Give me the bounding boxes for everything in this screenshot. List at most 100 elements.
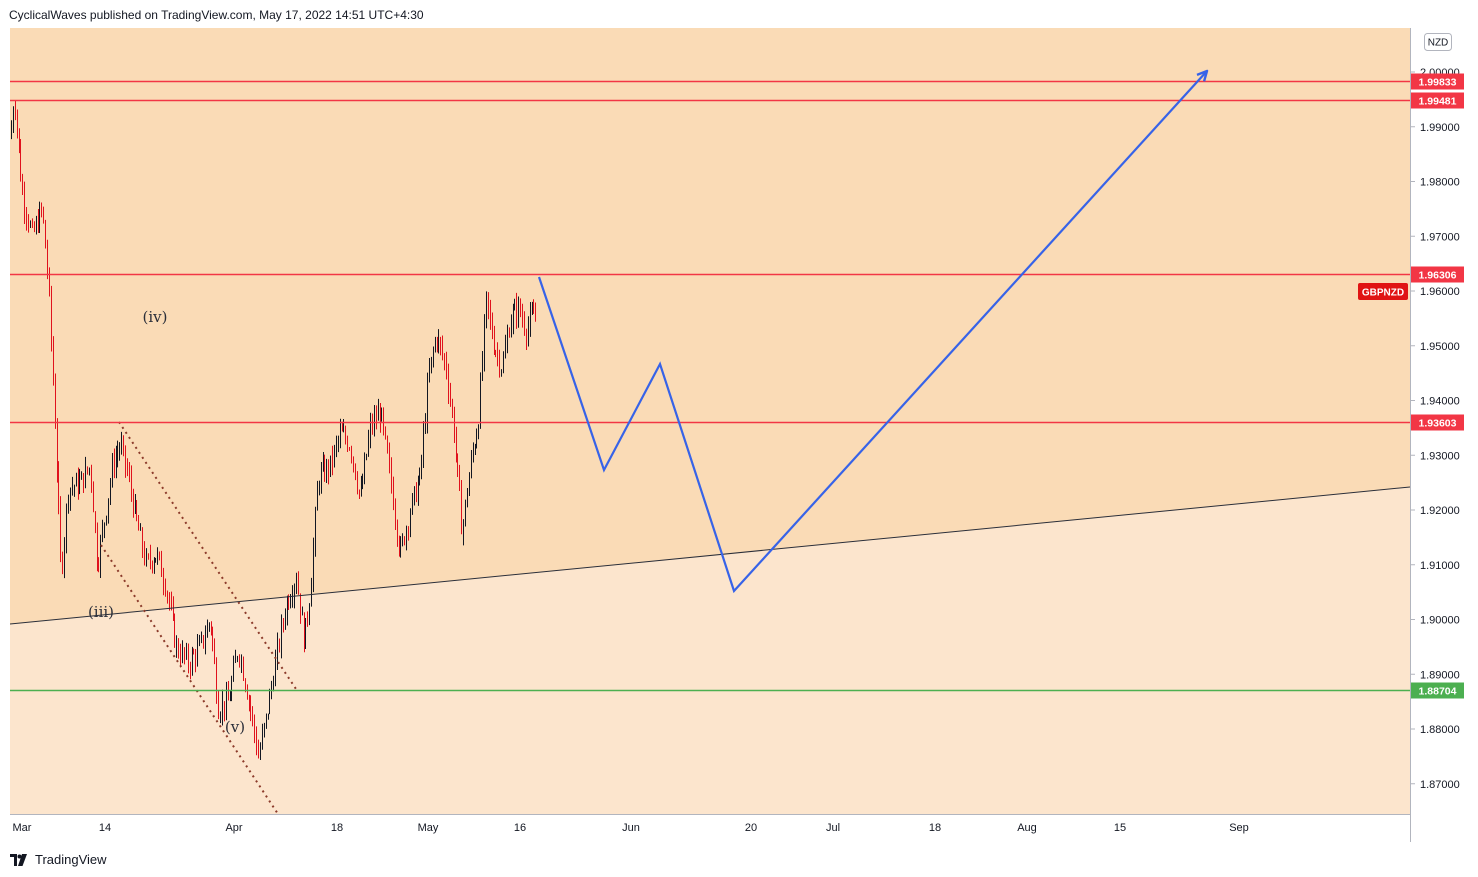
candle	[518, 296, 519, 328]
candle	[311, 577, 312, 607]
candle	[222, 689, 223, 726]
candle	[315, 506, 316, 557]
tradingview-brand[interactable]: TradingView	[10, 852, 107, 867]
candle	[264, 722, 265, 738]
trendline[interactable]	[10, 486, 1410, 625]
price-level-tag	[1411, 92, 1464, 109]
candle	[275, 649, 276, 687]
candle	[233, 655, 234, 682]
price-tick-label: 1.94000	[1420, 396, 1460, 408]
candle	[402, 533, 403, 547]
candle	[397, 519, 398, 547]
candle	[321, 462, 322, 494]
candle	[140, 523, 141, 531]
time-tick-label: Mar	[13, 822, 32, 834]
candle	[197, 634, 198, 667]
candle	[22, 173, 23, 196]
candle	[125, 445, 126, 478]
candle	[260, 742, 261, 760]
candle	[98, 557, 99, 573]
candle	[516, 292, 517, 329]
currency-label-box[interactable]: NZD	[1424, 33, 1452, 51]
candle	[423, 421, 424, 469]
price-level-label: 1.93603	[1419, 418, 1457, 430]
candle	[78, 467, 79, 500]
candle	[400, 536, 401, 558]
candle	[28, 214, 29, 233]
candle	[110, 478, 111, 506]
candle	[511, 314, 512, 338]
candle	[492, 312, 493, 340]
candle	[108, 498, 109, 524]
candle	[319, 480, 320, 496]
candle	[416, 482, 417, 503]
candle	[406, 525, 407, 551]
candle	[530, 301, 531, 337]
candle	[214, 638, 215, 665]
candle	[532, 301, 533, 315]
candle	[41, 202, 42, 218]
candle	[533, 299, 534, 314]
candle	[446, 351, 447, 380]
candle	[486, 291, 487, 329]
candle	[76, 472, 77, 487]
projection-path[interactable]	[537, 71, 1207, 594]
candle	[161, 550, 162, 577]
candle	[404, 536, 405, 546]
candle	[501, 369, 502, 377]
candle	[165, 578, 166, 597]
candle	[60, 496, 61, 563]
candle	[438, 329, 439, 354]
candle	[70, 487, 71, 511]
price-level-tag	[1411, 414, 1464, 431]
wave-labels-layer: (iv) (iii) (v)	[88, 308, 245, 736]
candle	[203, 635, 204, 649]
candle	[230, 690, 231, 702]
candle	[347, 435, 348, 453]
candle	[247, 684, 248, 700]
candle	[55, 373, 56, 429]
candle	[361, 475, 362, 497]
candle	[269, 688, 270, 715]
footer-bar: TradingView	[0, 842, 1478, 877]
candle	[380, 403, 381, 433]
candle	[355, 463, 356, 481]
candle	[24, 181, 25, 225]
candle	[520, 298, 521, 318]
candle	[154, 557, 155, 574]
price-tick-label: 1.96000	[1420, 286, 1460, 298]
candle	[74, 484, 75, 497]
candle	[256, 726, 257, 756]
candle	[34, 221, 35, 233]
candle	[326, 458, 327, 484]
candle	[305, 617, 306, 649]
price-level-label: 1.99833	[1419, 77, 1457, 89]
candle	[368, 429, 369, 457]
candle	[324, 454, 325, 482]
symbol-tag: GBPNZD	[1358, 283, 1408, 300]
candle	[171, 591, 172, 611]
candle	[146, 548, 147, 567]
candle	[182, 640, 183, 664]
candle	[475, 443, 476, 455]
candle	[11, 120, 12, 140]
candle	[32, 218, 33, 228]
candle	[357, 471, 358, 495]
candle	[239, 654, 240, 668]
candle	[258, 739, 259, 759]
candle	[83, 472, 84, 493]
candle	[193, 648, 194, 655]
candle	[296, 572, 297, 595]
candle	[216, 657, 217, 704]
candle	[503, 351, 504, 374]
candle	[338, 435, 339, 453]
candle	[47, 239, 48, 280]
candle	[116, 445, 117, 479]
candle	[480, 372, 481, 429]
candle	[19, 128, 20, 154]
upper-zone	[10, 28, 1410, 624]
candle	[410, 508, 411, 538]
wave-label: (iv)	[143, 308, 168, 326]
candle	[309, 603, 310, 626]
candle	[43, 206, 44, 224]
